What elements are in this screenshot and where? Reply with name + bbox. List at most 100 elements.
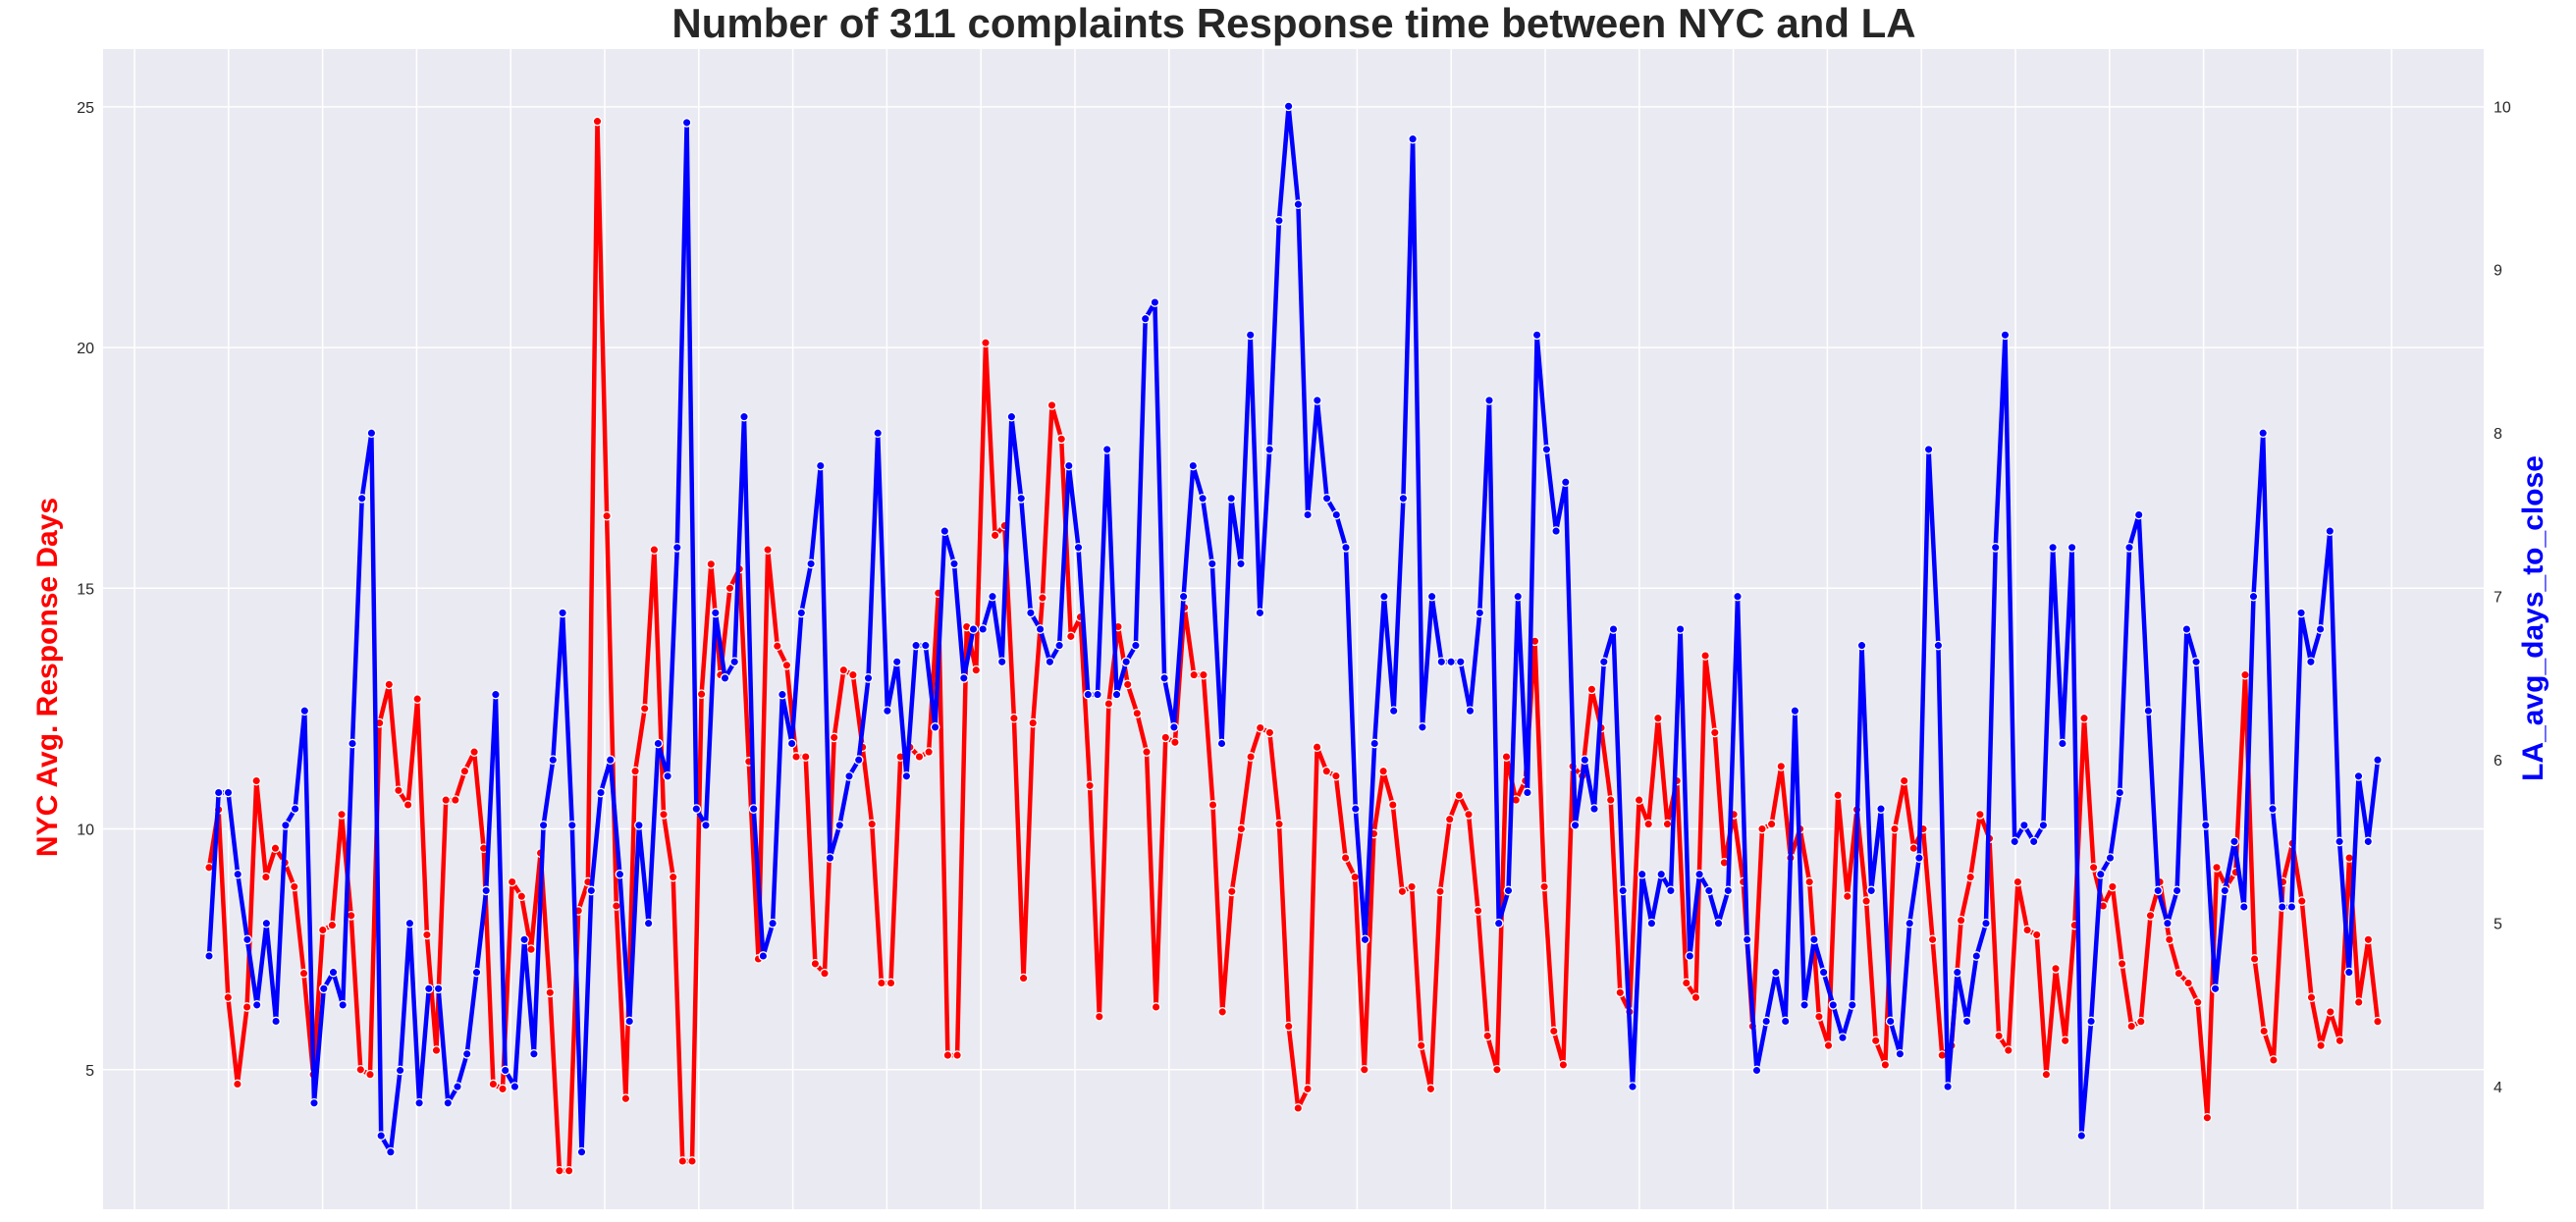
data-point [500, 1065, 510, 1076]
data-point [1426, 591, 1437, 602]
data-point [1646, 918, 1657, 929]
data-point [1880, 1060, 1891, 1070]
data-point [1681, 978, 1691, 988]
data-point [877, 978, 886, 988]
data-point [1694, 869, 1704, 879]
data-point [611, 901, 621, 911]
data-point [384, 679, 395, 690]
data-point [1009, 713, 1019, 723]
data-point [1018, 973, 1029, 983]
data-point [914, 752, 925, 762]
data-point [1283, 1021, 1294, 1032]
data-point [1121, 657, 1132, 667]
data-point [1914, 853, 1924, 863]
data-point [815, 460, 826, 471]
data-point [1321, 766, 1332, 776]
data-point [1397, 886, 1408, 897]
data-point [1444, 814, 1455, 824]
data-point [1435, 886, 1445, 897]
data-point [1956, 915, 1966, 926]
data-point [701, 820, 711, 830]
data-point [2135, 1016, 2146, 1027]
data-point [1933, 640, 1944, 651]
data-point [1245, 330, 1256, 341]
data-point [1804, 877, 1815, 887]
data-point [2229, 836, 2239, 847]
right-axis-label: LA_avg_days_to_close [2517, 455, 2549, 781]
data-point [2268, 804, 2278, 814]
data-point [412, 694, 423, 704]
data-point [981, 338, 991, 348]
data-point [1331, 509, 1342, 520]
data-point [1293, 1103, 1304, 1113]
data-point [949, 558, 959, 569]
data-point [671, 542, 682, 553]
data-point [2363, 934, 2374, 945]
data-point [1899, 775, 1909, 786]
data-point [1255, 608, 1265, 618]
data-point [1208, 800, 1218, 810]
right-tick-label: 8 [2494, 426, 2502, 443]
data-point [348, 738, 357, 749]
data-point [1961, 1016, 1972, 1027]
data-point [2124, 542, 2134, 553]
data-point [1065, 631, 1076, 642]
data-point [1975, 809, 1985, 820]
data-point [376, 1131, 387, 1141]
data-point [1885, 1016, 1896, 1027]
data-point [911, 640, 921, 651]
data-point [2363, 836, 2374, 847]
data-point [2115, 787, 2125, 798]
data-point [2296, 608, 2306, 618]
data-point [2126, 1021, 2137, 1032]
data-point [1216, 738, 1227, 749]
data-point [1757, 824, 1767, 834]
data-point [281, 820, 291, 830]
data-point [2164, 934, 2174, 945]
data-point [1475, 608, 1485, 618]
data-point [545, 987, 556, 998]
data-point [1723, 885, 1734, 896]
data-point [939, 526, 950, 536]
data-point [825, 853, 835, 863]
data-point [1274, 215, 1284, 226]
data-point [586, 885, 597, 896]
data-point [2325, 526, 2335, 536]
data-point [643, 918, 654, 929]
data-point [2220, 885, 2230, 896]
data-point [930, 722, 940, 732]
data-point [634, 820, 644, 830]
left-tick-label: 5 [85, 1063, 94, 1080]
data-point [2344, 853, 2354, 863]
series-la [204, 101, 2383, 1157]
data-point [317, 925, 328, 935]
data-point [2353, 997, 2364, 1007]
data-point [1369, 738, 1380, 749]
data-point [2174, 968, 2184, 979]
data-point [1111, 689, 1122, 700]
data-point [2277, 902, 2287, 912]
data-point [2051, 963, 2061, 974]
data-point [461, 1048, 472, 1059]
data-point [1856, 640, 1867, 651]
data-point [1063, 460, 1074, 471]
data-point [1990, 542, 2001, 553]
data-point [724, 583, 735, 594]
data-point [2076, 1131, 2087, 1141]
data-point [1799, 1000, 1809, 1010]
data-point [2038, 820, 2049, 830]
data-point [1293, 199, 1304, 210]
data-point [2258, 428, 2269, 439]
data-point [2249, 954, 2260, 964]
data-point [2012, 877, 2023, 887]
data-point [848, 669, 858, 680]
data-point [1340, 853, 1351, 863]
right-tick-label: 6 [2494, 753, 2502, 770]
data-point [2143, 706, 2154, 717]
data-point [299, 706, 310, 717]
data-point [1264, 727, 1275, 738]
data-point [1038, 593, 1047, 603]
data-point [1006, 411, 1017, 422]
data-point [1643, 819, 1654, 829]
data-point [1350, 872, 1361, 882]
